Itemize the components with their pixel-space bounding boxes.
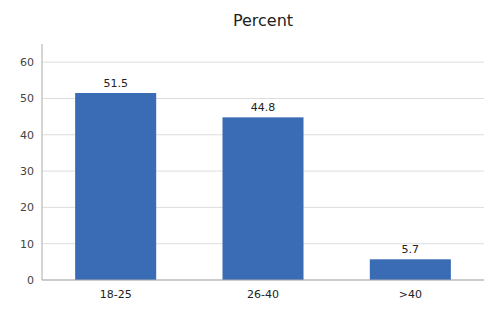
x-tick-label: 26-40 — [247, 288, 279, 301]
data-label: 5.7 — [402, 243, 420, 256]
title: Percent — [233, 11, 293, 30]
y-axis-line — [42, 44, 43, 280]
chart-svg: Percent 0 10 20 30 40 50 60 18-25 26-40 >40 51.5 44.… — [0, 0, 500, 310]
x-tick-label: >40 — [399, 288, 422, 301]
bar — [75, 93, 156, 280]
grid — [42, 62, 484, 280]
y-tick-label: 0 — [27, 274, 34, 287]
y-tick-label: 50 — [20, 92, 34, 105]
grid-line — [42, 62, 484, 63]
x-tick-label: 18-25 — [100, 288, 132, 301]
bars — [75, 93, 451, 280]
y-tick-label: 10 — [20, 238, 34, 251]
data-label: 51.5 — [103, 77, 128, 90]
grid-line — [42, 280, 484, 281]
bar — [370, 259, 451, 280]
data-label: 44.8 — [251, 101, 276, 114]
y-tick-label: 30 — [20, 165, 34, 178]
y-tick-label: 60 — [20, 56, 34, 69]
x-axis-line — [42, 280, 484, 281]
bar — [222, 117, 303, 280]
y-tick-label: 40 — [20, 129, 34, 142]
chart-container: Percent 0 10 20 30 40 50 60 18-25 26-40 >40 51.5 44.… — [0, 0, 500, 310]
y-tick-label: 20 — [20, 201, 34, 214]
